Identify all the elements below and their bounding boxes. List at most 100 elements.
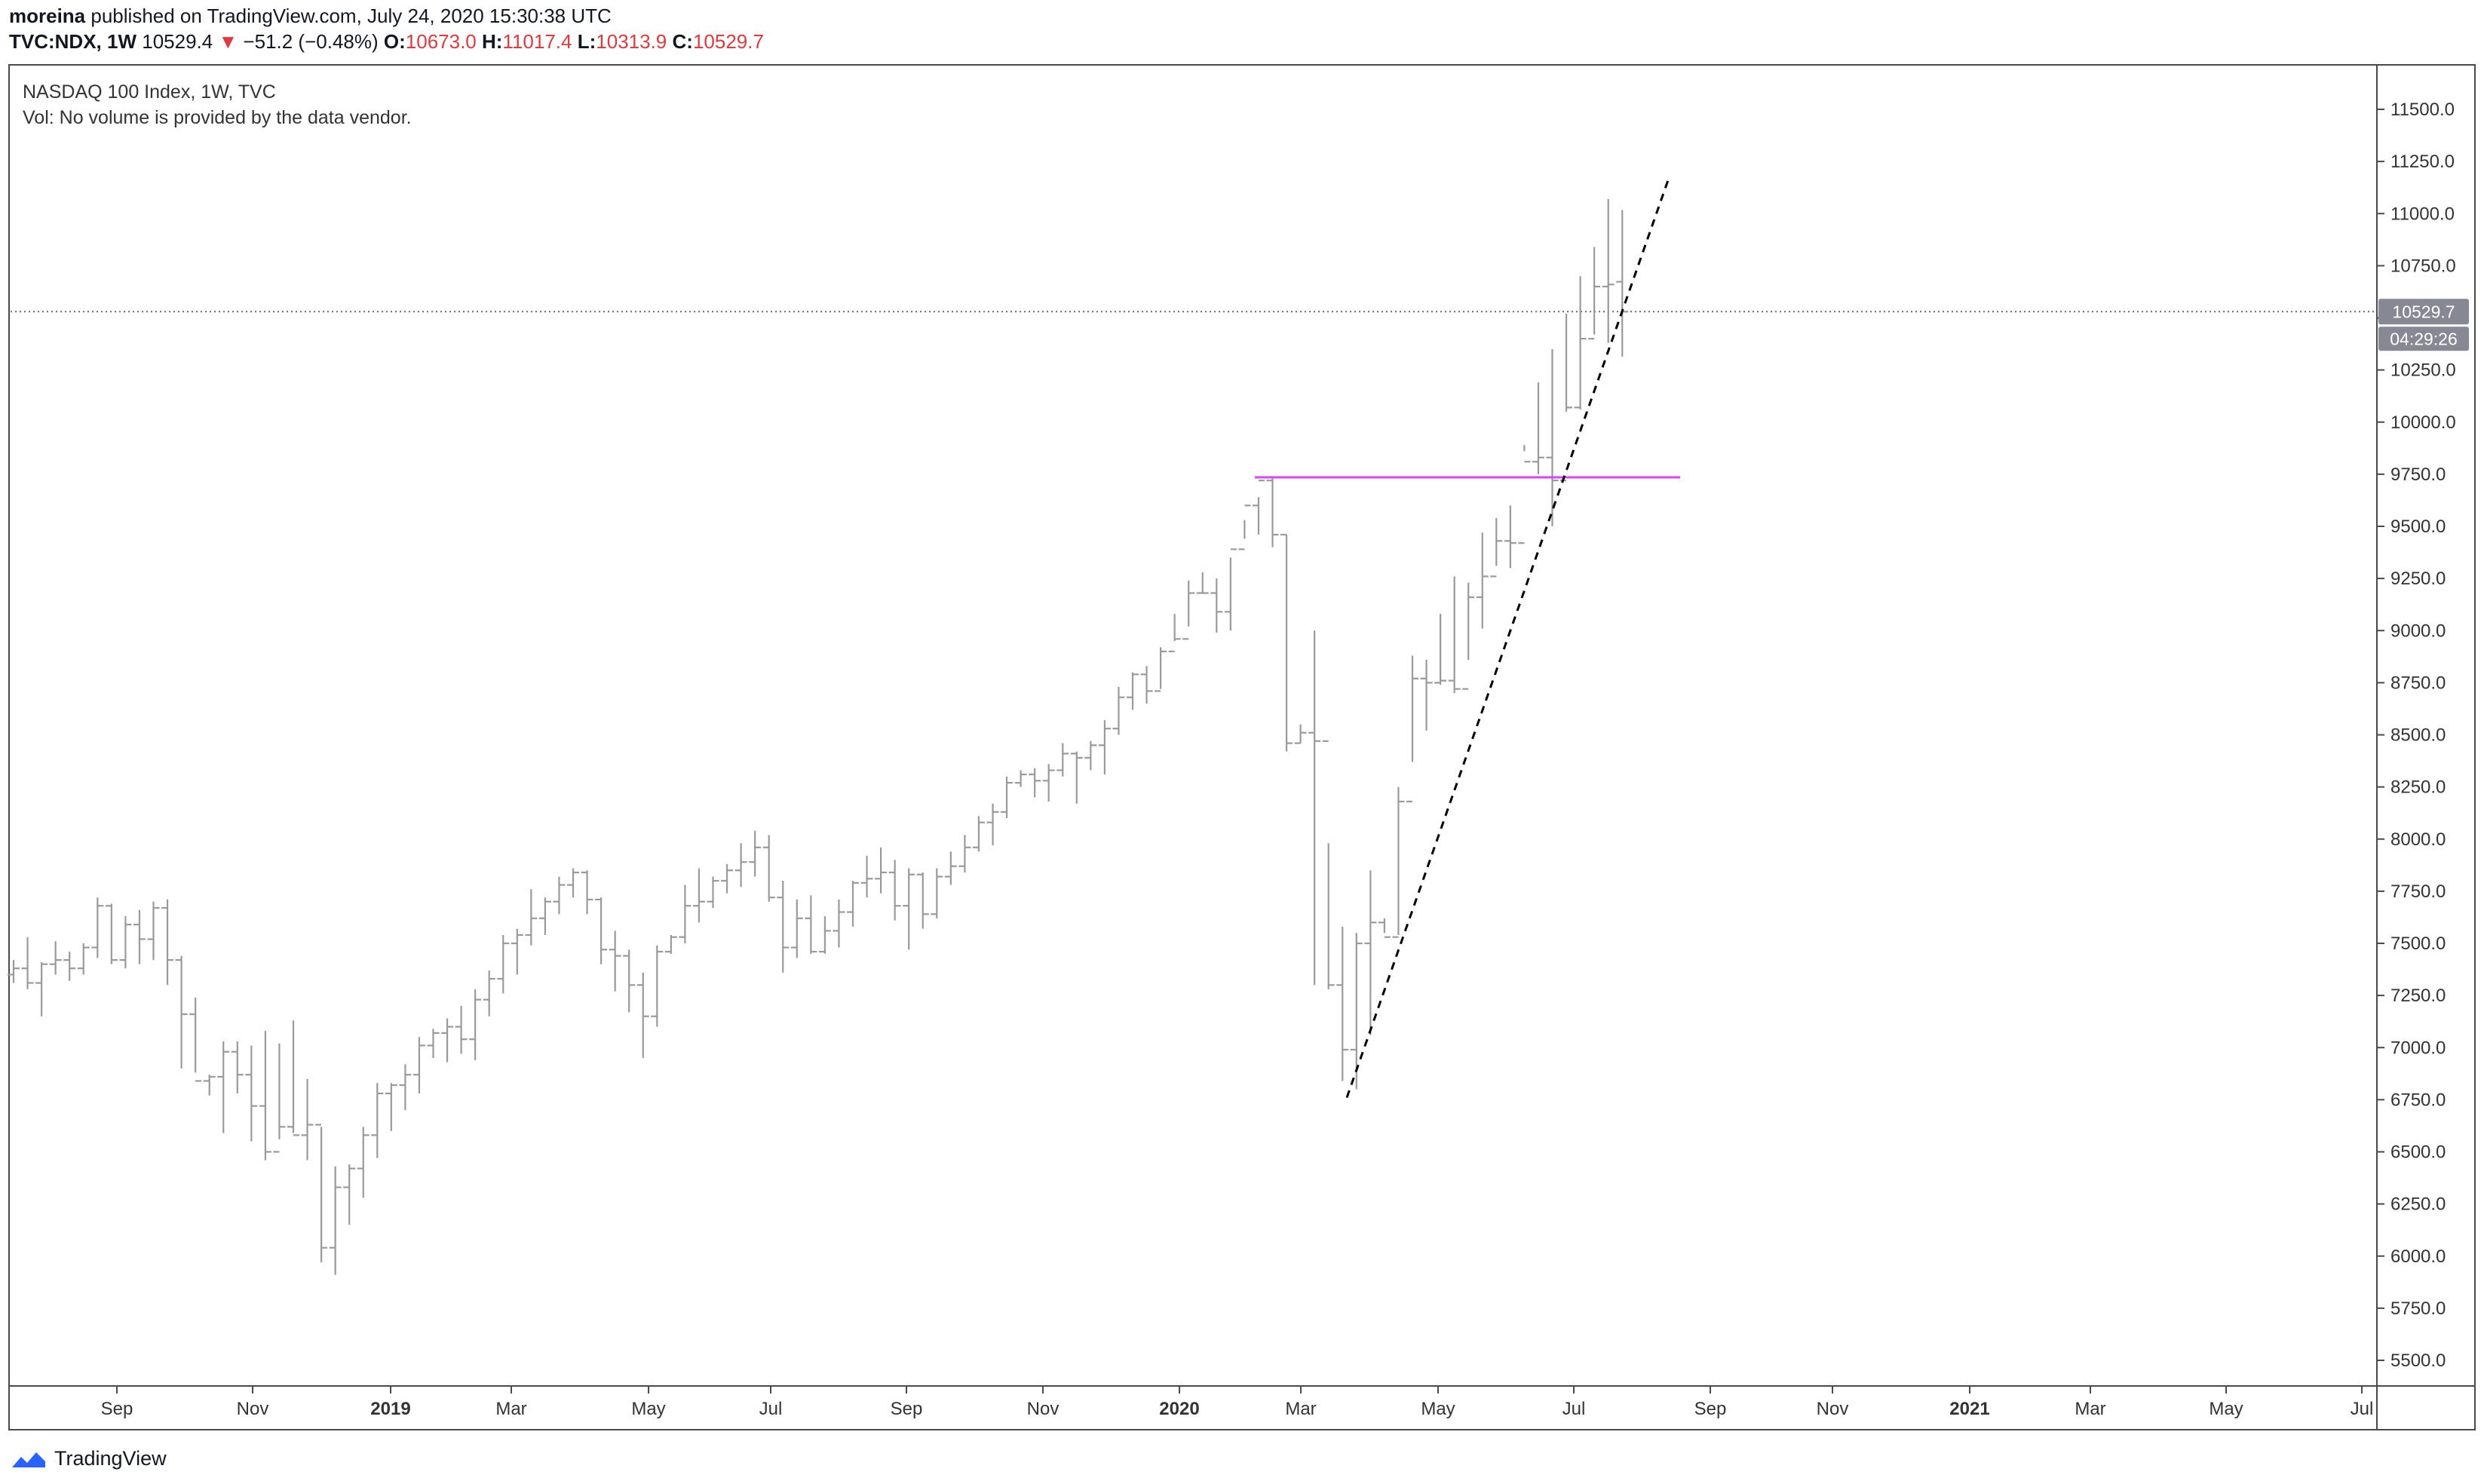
ohlc-bar[interactable] xyxy=(762,835,775,902)
ohlc-bar[interactable] xyxy=(1504,505,1516,569)
ohlc-bar[interactable] xyxy=(595,897,608,964)
ohlc-bar[interactable] xyxy=(1476,532,1489,629)
ohlc-bar[interactable] xyxy=(1378,918,1391,938)
ohlc-bar[interactable] xyxy=(1210,578,1223,633)
ohlc-bar[interactable] xyxy=(1056,743,1069,777)
ohlc-bar[interactable] xyxy=(231,1041,244,1094)
ohlc-bar[interactable] xyxy=(343,1164,356,1225)
ohlc-bar[interactable] xyxy=(371,1083,384,1158)
ohlc-bar[interactable] xyxy=(931,868,943,918)
ohlc-bar[interactable] xyxy=(245,1045,258,1142)
ohlc-bar[interactable] xyxy=(664,934,677,954)
ohlc-bar[interactable] xyxy=(1127,672,1139,710)
ohlc-bar[interactable] xyxy=(958,835,971,872)
ohlc-bar[interactable] xyxy=(259,1031,271,1161)
ohlc-bar[interactable] xyxy=(217,1041,230,1133)
ohlc-bar[interactable] xyxy=(1364,870,1377,1035)
ohlc-bar[interactable] xyxy=(1308,630,1321,986)
ohlc-bar[interactable] xyxy=(1322,740,1335,989)
ohlc-bar[interactable] xyxy=(1112,686,1125,735)
ohlc-bar[interactable] xyxy=(903,868,915,950)
ohlc-bar[interactable] xyxy=(734,843,747,888)
ohlc-bar[interactable] xyxy=(147,901,160,961)
ohlc-bar[interactable] xyxy=(1294,724,1307,744)
ohlc-bar[interactable] xyxy=(357,1127,370,1198)
trend-line[interactable] xyxy=(1345,179,1670,1099)
ohlc-bar[interactable] xyxy=(636,972,649,1059)
ohlc-bar[interactable] xyxy=(1224,548,1237,631)
ohlc-bar[interactable] xyxy=(777,881,790,973)
ohlc-bar[interactable] xyxy=(818,916,831,954)
ohlc-bar[interactable] xyxy=(91,897,104,958)
ohlc-bar[interactable] xyxy=(833,899,845,948)
ohlc-bar[interactable] xyxy=(860,855,873,898)
ohlc-bar[interactable] xyxy=(1196,572,1209,594)
ohlc-bar[interactable] xyxy=(1546,348,1559,526)
ohlc-bar[interactable] xyxy=(581,870,593,915)
ohlc-bar[interactable] xyxy=(1420,659,1433,731)
ohlc-bar[interactable] xyxy=(105,903,118,964)
ohlc-bar[interactable] xyxy=(1155,647,1167,692)
ohlc-bar[interactable] xyxy=(21,937,34,989)
ohlc-bar[interactable] xyxy=(497,934,510,994)
ohlc-bar[interactable] xyxy=(692,868,705,923)
ohlc-bar[interactable] xyxy=(1448,576,1461,694)
ohlc-bar[interactable] xyxy=(1140,666,1153,704)
ohlc-bar[interactable] xyxy=(1084,740,1097,771)
ohlc-bar[interactable] xyxy=(875,847,888,894)
ohlc-bar[interactable] xyxy=(273,1043,286,1153)
ohlc-bar[interactable] xyxy=(1350,933,1363,1090)
ohlc-bar[interactable] xyxy=(399,1064,412,1111)
ohlc-bar[interactable] xyxy=(790,899,803,958)
ohlc-bar[interactable] xyxy=(553,876,566,915)
ohlc-bar[interactable] xyxy=(1182,580,1195,640)
ohlc-bar[interactable] xyxy=(1588,247,1601,340)
ohlc-bar[interactable] xyxy=(8,960,20,983)
ohlc-bar[interactable] xyxy=(567,868,579,898)
ohlc-bar[interactable] xyxy=(301,1078,314,1161)
ohlc-bar[interactable] xyxy=(707,876,719,908)
ohlc-bar[interactable] xyxy=(721,863,734,894)
ohlc-bar[interactable] xyxy=(986,803,999,846)
ohlc-bar[interactable] xyxy=(888,860,901,921)
ohlc-bar[interactable] xyxy=(1616,210,1629,357)
ohlc-bar[interactable] xyxy=(944,851,957,885)
ohlc-bar[interactable] xyxy=(1406,655,1418,803)
ohlc-bar[interactable] xyxy=(203,1075,216,1096)
ohlc-bar[interactable] xyxy=(847,881,859,927)
ohlc-bar[interactable] xyxy=(441,1018,454,1062)
ohlc-bar[interactable] xyxy=(329,1166,342,1275)
ohlc-bar[interactable] xyxy=(609,931,621,992)
ohlc-bar[interactable] xyxy=(1336,926,1349,1081)
ohlc-bar[interactable] xyxy=(287,1020,299,1136)
ohlc-bar[interactable] xyxy=(749,830,762,877)
ohlc-bar[interactable] xyxy=(916,872,929,929)
ohlc-bar[interactable] xyxy=(427,1029,440,1059)
ohlc-bar[interactable] xyxy=(133,909,146,964)
ohlc-bar[interactable] xyxy=(455,1005,468,1054)
ohlc-bar[interactable] xyxy=(525,889,538,946)
ohlc-bar[interactable] xyxy=(1252,480,1265,535)
ohlc-bar[interactable] xyxy=(1532,382,1544,474)
ohlc-bar[interactable] xyxy=(1042,764,1055,802)
ohlc-bar[interactable] xyxy=(972,816,985,852)
ohlc-bar[interactable] xyxy=(1280,533,1293,752)
ohlc-bar[interactable] xyxy=(469,989,482,1060)
ohlc-bar[interactable] xyxy=(1490,517,1503,578)
ohlc-bar[interactable] xyxy=(1029,768,1041,798)
ohlc-bar[interactable] xyxy=(1070,751,1083,804)
ohlc-bar[interactable] xyxy=(1574,276,1587,410)
tradingview-logo[interactable]: TradingView xyxy=(9,1443,167,1473)
ohlc-bar[interactable] xyxy=(1098,720,1111,775)
ohlc-bar[interactable] xyxy=(1392,786,1405,938)
ohlc-bar[interactable] xyxy=(1238,504,1251,550)
ohlc-bar[interactable] xyxy=(1168,614,1181,653)
ohlc-bar[interactable] xyxy=(412,1037,425,1094)
ohlc-bar[interactable] xyxy=(679,885,692,943)
ohlc-bar[interactable] xyxy=(651,945,664,1027)
ohlc-bar[interactable] xyxy=(538,897,551,935)
ohlc-bar[interactable] xyxy=(1602,198,1615,343)
ohlc-bar[interactable] xyxy=(1266,476,1279,547)
ohlc-bar[interactable] xyxy=(1518,445,1531,544)
ohlc-bar[interactable] xyxy=(189,997,202,1082)
